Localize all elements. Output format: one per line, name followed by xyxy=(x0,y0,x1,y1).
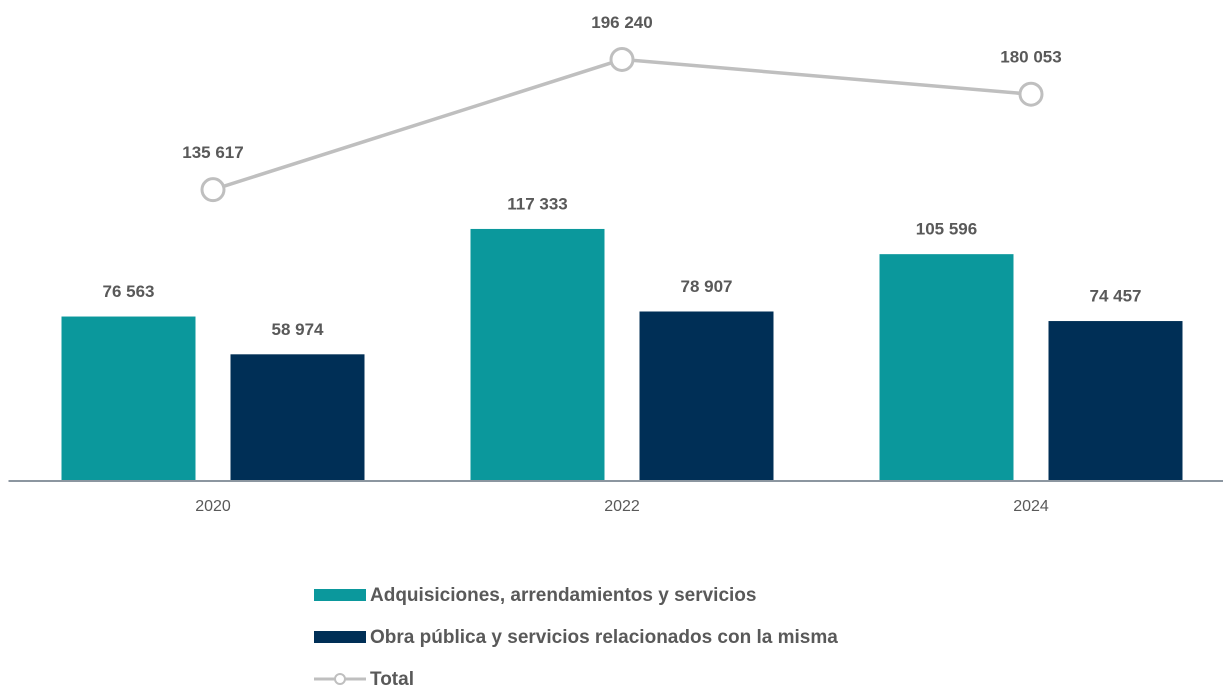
bar xyxy=(639,311,774,481)
bar xyxy=(470,228,605,481)
data-label: 105 596 xyxy=(916,220,977,239)
data-label: 117 333 xyxy=(507,194,568,213)
data-label: 76 563 xyxy=(103,282,155,301)
x-tick-label: 2024 xyxy=(1013,498,1049,515)
legend-swatch xyxy=(314,631,366,643)
data-label: 74 457 xyxy=(1090,287,1142,306)
legend-swatch xyxy=(314,589,366,601)
line-marker xyxy=(1018,81,1044,107)
data-label: 180 053 xyxy=(1000,48,1061,67)
data-label: 58 974 xyxy=(272,320,325,339)
data-label: 135 617 xyxy=(182,143,243,162)
bar xyxy=(1048,321,1183,481)
bar xyxy=(61,316,196,481)
x-tick-label: 2022 xyxy=(604,498,640,515)
bar xyxy=(230,354,365,481)
legend-label: Adquisiciones, arrendamientos y servicio… xyxy=(370,585,756,606)
x-tick-label: 2020 xyxy=(195,498,231,515)
line xyxy=(212,57,1032,192)
legend-label: Total xyxy=(370,669,414,688)
bar xyxy=(879,254,1014,481)
line-marker xyxy=(609,46,635,72)
data-label: 78 907 xyxy=(681,277,733,296)
legend-label: Obra pública y servicios relacionados co… xyxy=(370,627,838,648)
data-label: 196 240 xyxy=(591,13,652,32)
line-marker xyxy=(200,177,226,203)
legend-swatch xyxy=(334,673,346,685)
